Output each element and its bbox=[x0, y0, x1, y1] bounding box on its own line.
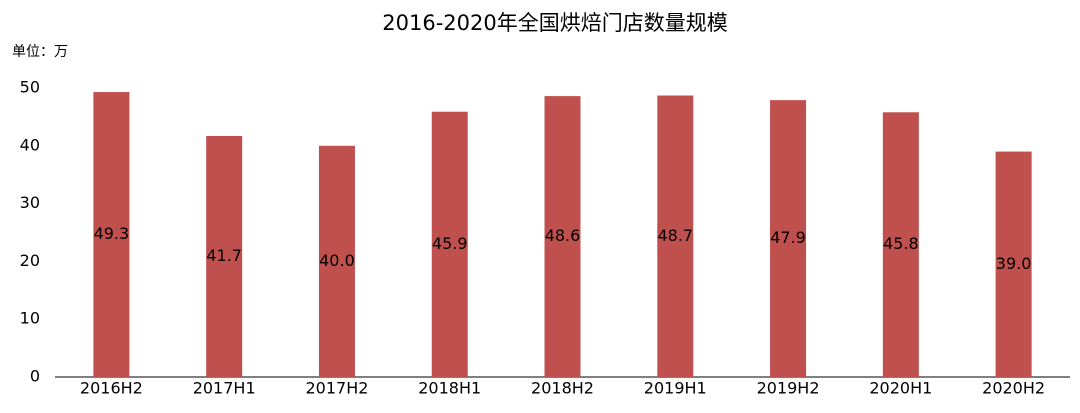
x-tick-label: 2018H2 bbox=[531, 379, 594, 398]
bar bbox=[93, 92, 130, 378]
value-label: 48.6 bbox=[545, 226, 581, 245]
bar bbox=[657, 95, 694, 377]
y-tick-label: 30 bbox=[20, 193, 40, 212]
y-tick-label: 20 bbox=[20, 251, 40, 270]
value-label: 45.9 bbox=[432, 234, 468, 253]
bar bbox=[544, 96, 581, 377]
x-tick-label: 2017H1 bbox=[193, 379, 256, 398]
y-tick-label: 40 bbox=[20, 135, 40, 154]
value-label: 47.9 bbox=[770, 228, 806, 247]
bar bbox=[431, 111, 468, 377]
x-tick-label: 2018H1 bbox=[418, 379, 481, 398]
bar bbox=[770, 100, 807, 377]
value-label: 49.3 bbox=[94, 224, 130, 243]
chart-title: 2016-2020年全国烘焙门店数量规模 bbox=[382, 11, 727, 35]
unit-label: 单位：万 bbox=[12, 44, 68, 60]
value-label: 39.0 bbox=[996, 254, 1032, 273]
y-tick-label: 10 bbox=[20, 309, 40, 328]
bar bbox=[995, 151, 1032, 377]
value-label: 48.7 bbox=[657, 226, 693, 245]
bar bbox=[318, 145, 355, 377]
value-label: 41.7 bbox=[206, 246, 242, 265]
y-tick-label: 0 bbox=[30, 367, 40, 386]
value-label: 40.0 bbox=[319, 251, 355, 270]
x-tick-label: 2017H2 bbox=[305, 379, 368, 398]
x-tick-label: 2020H1 bbox=[869, 379, 932, 398]
x-tick-label: 2020H2 bbox=[982, 379, 1045, 398]
x-tick-label: 2019H1 bbox=[644, 379, 707, 398]
bar bbox=[882, 112, 919, 377]
x-tick-label: 2019H2 bbox=[757, 379, 820, 398]
y-tick-label: 50 bbox=[20, 78, 40, 97]
value-label: 45.8 bbox=[883, 234, 919, 253]
x-tick-label: 2016H2 bbox=[80, 379, 143, 398]
bar bbox=[206, 135, 243, 377]
